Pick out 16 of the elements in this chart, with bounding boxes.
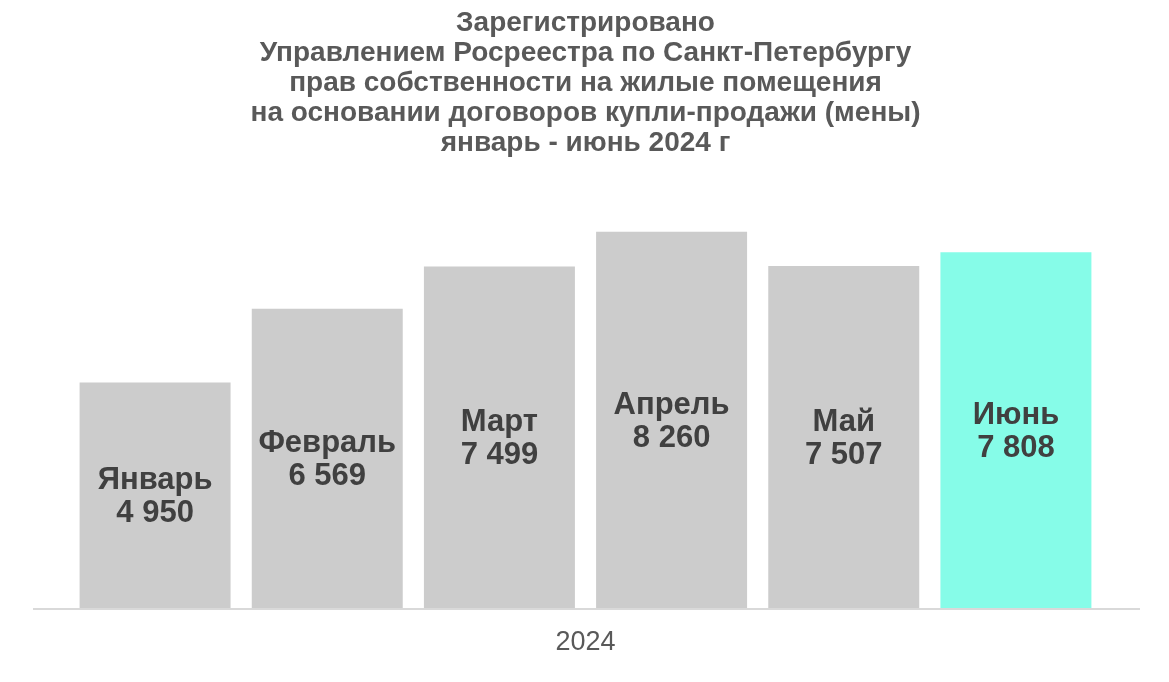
bar bbox=[251, 308, 403, 608]
x-tick-label: Апрель bbox=[613, 385, 730, 421]
bar bbox=[768, 266, 920, 608]
x-tick-label: Февраль bbox=[258, 424, 397, 460]
bar bbox=[940, 252, 1092, 608]
data-label: 7 808 bbox=[977, 429, 1055, 465]
x-tick-label: Январь bbox=[97, 461, 213, 497]
bar bbox=[596, 231, 748, 608]
x-tick-label: Июнь bbox=[972, 396, 1060, 432]
bar bbox=[79, 382, 231, 608]
x-axis-title: 2024 bbox=[555, 626, 616, 657]
x-tick-label: Март bbox=[460, 403, 538, 439]
x-tick-label: Май bbox=[812, 403, 875, 439]
data-label: 7 507 bbox=[804, 436, 883, 472]
chart-title: Зарегистрировано Управлением Росреестра по Санкт-Петербургу прав собственности на жилые помещения на основании договоров купли-продажи (мены) январь - июнь 2024 г bbox=[250, 5, 921, 157]
bar bbox=[423, 266, 575, 608]
